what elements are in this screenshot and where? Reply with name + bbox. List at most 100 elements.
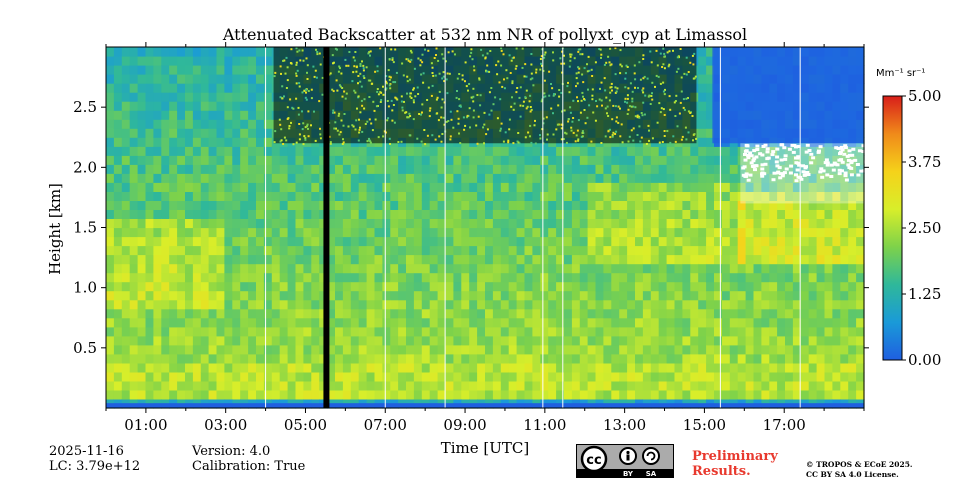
noise-speck [331, 54, 334, 57]
heatmap-cell [263, 209, 273, 219]
heatmap-cell [248, 227, 257, 238]
heatmap-cell [113, 101, 123, 111]
heatmap-cell [548, 146, 557, 156]
heatmap-cell [706, 65, 715, 75]
noise-speck [486, 64, 489, 67]
heatmap-cell [445, 200, 454, 210]
cloud-speck [839, 145, 844, 149]
heatmap-cell [216, 119, 225, 129]
noise-speck [298, 82, 301, 85]
noise-speck [432, 74, 435, 77]
cloud-speck [774, 160, 779, 164]
heatmap-cell [366, 173, 376, 183]
heatmap-cell [106, 65, 115, 75]
noise-speck [507, 141, 510, 144]
heatmap-cell [832, 200, 841, 210]
heatmap-cell [785, 173, 794, 183]
heatmap-cell [200, 281, 210, 292]
heatmap-cell [635, 281, 644, 292]
heatmap-cell [595, 263, 604, 274]
heatmap-cell [303, 200, 312, 210]
heatmap-cell [856, 353, 865, 364]
cloud-speck [838, 150, 843, 154]
heatmap-cell [461, 344, 470, 355]
heatmap-cell [177, 128, 186, 138]
heatmap-cell [106, 245, 115, 256]
heatmap-cell [737, 326, 747, 337]
heatmap-cell [342, 227, 352, 238]
heatmap-cell [461, 389, 470, 400]
noise-speck [663, 130, 666, 132]
heatmap-cell [279, 371, 289, 382]
heatmap-cell [800, 173, 810, 183]
heatmap-cell [382, 308, 391, 319]
heatmap-cell [177, 56, 186, 66]
heatmap-cell [777, 290, 786, 301]
heatmap-cell [564, 263, 573, 274]
heatmap-cell [153, 227, 162, 238]
heatmap-cell [556, 380, 565, 391]
heatmap-cell [303, 326, 312, 337]
heatmap-cell [848, 263, 857, 274]
heatmap-cell [595, 299, 604, 310]
heatmap-cell [256, 290, 265, 301]
heatmap-cell [129, 101, 139, 111]
cloud-speck [775, 155, 780, 159]
heatmap-cell [185, 191, 194, 201]
heatmap-cell [303, 353, 312, 364]
heatmap-cell [177, 218, 186, 229]
noise-speck [412, 99, 415, 102]
heatmap-cell [832, 272, 841, 283]
heatmap-cell [500, 200, 510, 210]
heatmap-cell [240, 326, 249, 337]
heatmap-cell [342, 308, 352, 319]
heatmap-cell [706, 137, 715, 147]
heatmap-cell [192, 317, 202, 328]
heatmap-cell [224, 290, 233, 301]
noise-speck [581, 135, 584, 138]
heatmap-cell [832, 164, 841, 174]
noise-speck [302, 59, 305, 62]
heatmap-cell [611, 218, 620, 229]
heatmap-cell [461, 254, 470, 265]
heatmap-cell [390, 218, 399, 229]
heatmap-cell [469, 254, 478, 265]
heatmap-cell [145, 173, 154, 183]
heatmap-cell [366, 218, 376, 229]
cloud-speck [748, 173, 753, 177]
noise-speck [472, 100, 475, 103]
heatmap-cell [658, 290, 668, 301]
heatmap-cell [311, 272, 320, 283]
heatmap-cell [485, 362, 494, 373]
heatmap-cell [137, 281, 147, 292]
heatmap-cell [524, 281, 533, 292]
heatmap-cell [153, 272, 162, 283]
noise-speck [488, 70, 491, 73]
noise-speck [508, 54, 511, 57]
heatmap-cell [263, 119, 273, 129]
heatmap-cell [327, 362, 336, 373]
noise-speck [638, 125, 641, 128]
heatmap-cell [121, 236, 131, 247]
heatmap-cell [248, 254, 257, 265]
heatmap-cell [619, 281, 628, 292]
noise-speck [318, 100, 321, 103]
heatmap-cell [469, 380, 478, 391]
noise-speck [392, 61, 395, 64]
noise-speck [318, 52, 321, 55]
noise-speck [693, 133, 696, 136]
noise-speck [427, 86, 430, 89]
heatmap-cell [192, 191, 202, 201]
noise-speck [392, 104, 395, 106]
heatmap-cell [145, 380, 154, 391]
heatmap-cell [295, 191, 304, 201]
heatmap-cell [619, 362, 628, 373]
heatmap-cell [611, 191, 620, 201]
noise-speck [279, 96, 282, 99]
noise-speck [286, 79, 289, 82]
heatmap-cell [769, 290, 778, 301]
noise-speck [286, 106, 289, 109]
noise-speck [312, 65, 315, 68]
heatmap-cell [824, 200, 833, 210]
heatmap-cell [808, 227, 818, 238]
